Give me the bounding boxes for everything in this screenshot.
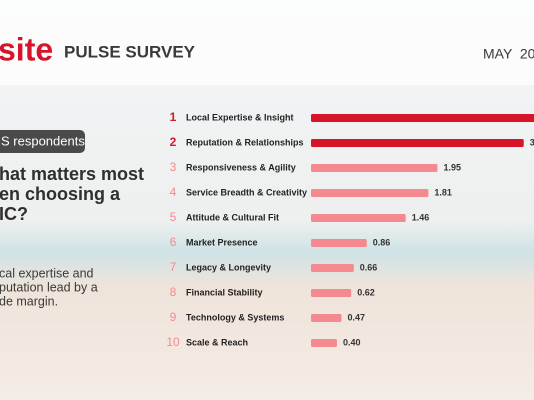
value-label: 0.47 [347, 312, 365, 322]
question-line: en choosing a [0, 184, 121, 204]
rank: 5 [170, 210, 177, 224]
value-label: 3 [530, 137, 534, 147]
header-title: PULSE SURVEY [64, 42, 196, 61]
rank: 6 [170, 235, 177, 249]
rank: 1 [170, 110, 177, 124]
logo: site [0, 31, 53, 67]
bar [311, 314, 342, 322]
category-label: Legacy & Longevity [186, 262, 271, 272]
question-line: IC? [0, 204, 28, 224]
category-label: Technology & Systems [186, 312, 284, 322]
summary-line: putation lead by a [0, 280, 98, 294]
category-label: Reputation & Relationships [186, 137, 304, 147]
summary-line: cal expertise and [0, 266, 94, 280]
rank: 9 [170, 310, 177, 324]
badge [0, 130, 85, 153]
bar [311, 214, 406, 222]
value-label: 0.40 [343, 337, 361, 347]
bar [311, 164, 438, 172]
question-line: hat matters most [0, 164, 144, 184]
bar [311, 114, 534, 122]
category-label: Market Presence [186, 237, 258, 247]
bar [311, 239, 367, 247]
rank: 2 [170, 135, 177, 149]
category-label: Financial Stability [186, 287, 263, 297]
bar [311, 339, 337, 347]
rank: 10 [166, 335, 180, 349]
header-band [0, 0, 534, 85]
value-label: 1.81 [434, 187, 452, 197]
header-date: MAY 202 [483, 46, 534, 62]
value-label: 1.46 [412, 212, 430, 222]
rank: 4 [170, 185, 177, 199]
rank: 7 [170, 260, 177, 274]
summary-line: de margin. [0, 294, 58, 308]
category-label: Service Breadth & Creativity [186, 187, 307, 197]
category-label: Attitude & Cultural Fit [186, 212, 279, 222]
bar [311, 189, 429, 197]
category-label: Local Expertise & Insight [186, 112, 294, 122]
rank: 3 [170, 160, 177, 174]
value-label: 1.95 [443, 162, 461, 172]
value-label: 0.86 [373, 237, 391, 247]
bar [311, 264, 354, 272]
rank: 8 [170, 285, 177, 299]
value-label: 0.66 [360, 262, 378, 272]
value-label: 0.62 [357, 287, 375, 297]
bar [311, 139, 524, 147]
badge-text: S respondents [1, 133, 85, 148]
chart: 1 Local Expertise & Insight 2 Reputation & … [166, 110, 534, 349]
category-label: Scale & Reach [186, 337, 248, 347]
category-label: Responsiveness & Agility [186, 162, 296, 172]
bar [311, 289, 352, 297]
